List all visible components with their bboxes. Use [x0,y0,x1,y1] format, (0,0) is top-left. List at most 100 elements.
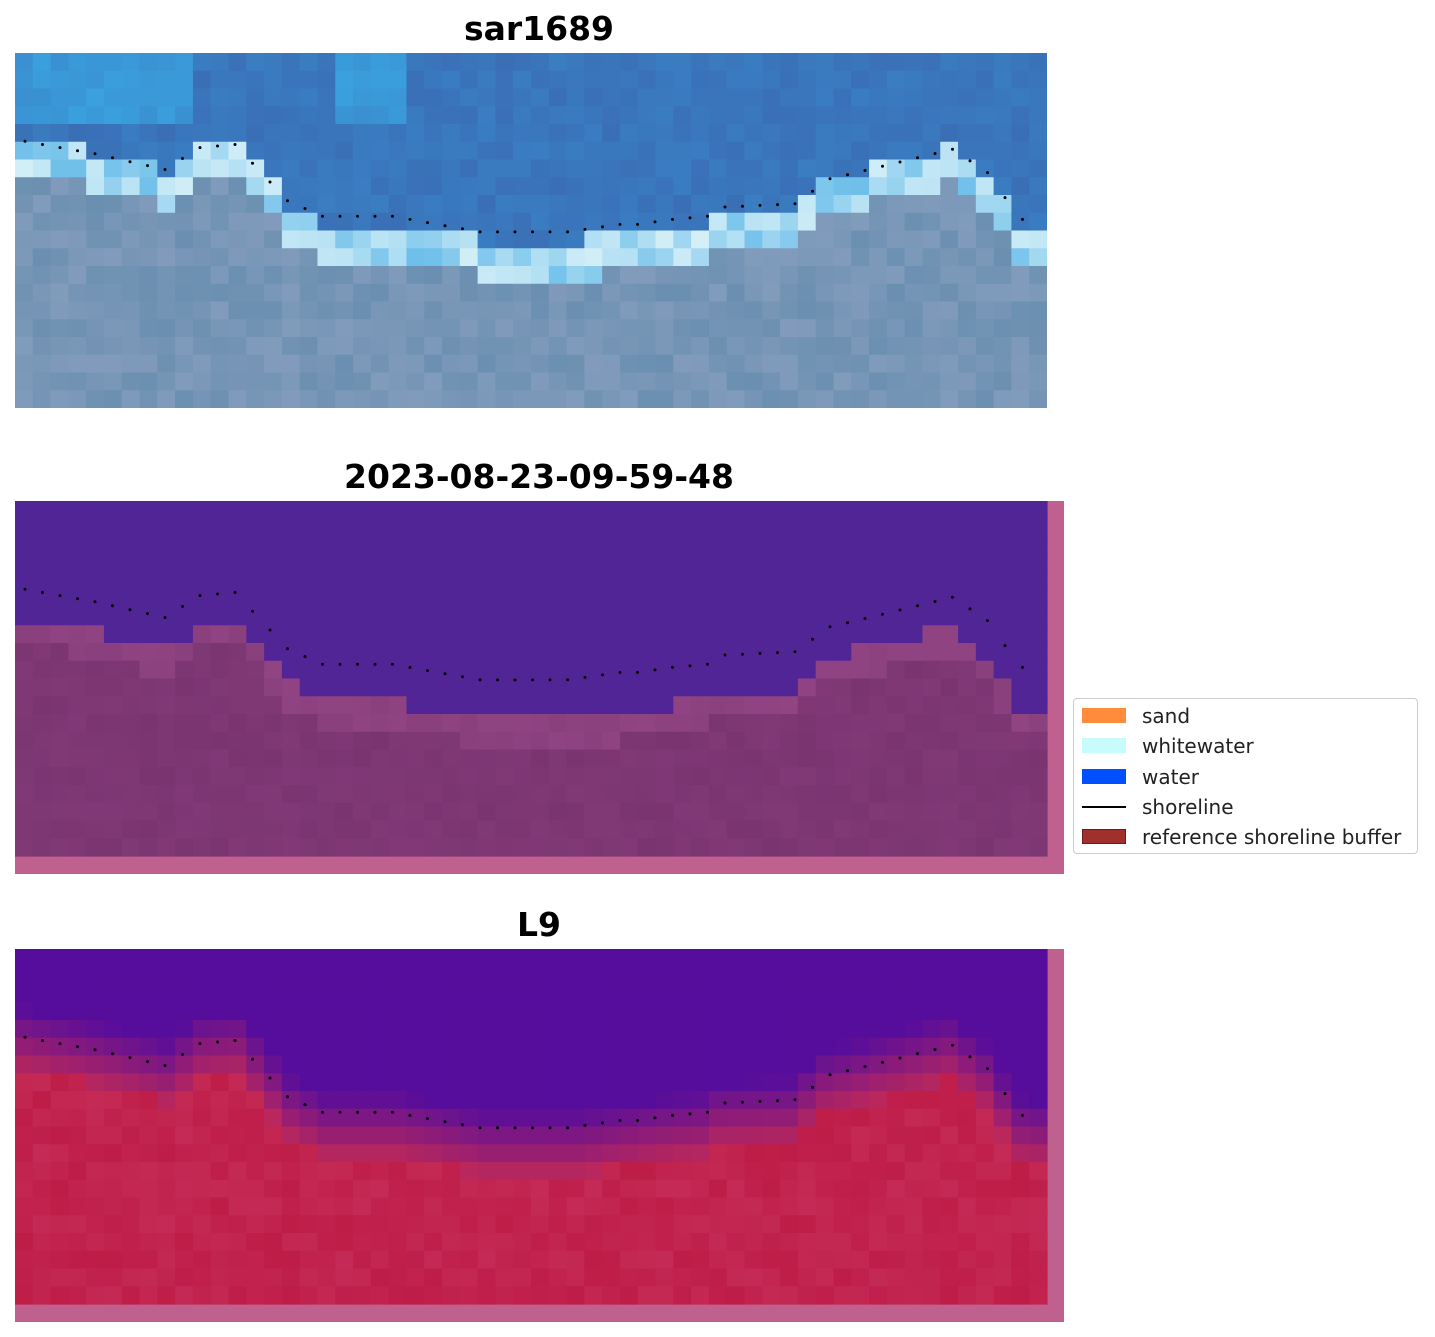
class-pixel [228,714,247,733]
class-pixel [264,501,283,520]
class-pixel [50,820,69,839]
image-pixel [317,106,336,125]
image-pixel [121,70,141,90]
class-pixel [797,518,817,538]
class-pixel [708,536,728,555]
image-pixel [548,70,568,90]
class-pixel [780,678,799,697]
class-pixel [744,838,763,857]
image-pixel [210,266,230,285]
prob-pixel [797,1055,817,1074]
prob-pixel [317,966,336,986]
image-pixel [584,354,603,374]
prob-pixel [833,1037,852,1057]
class-pixel [281,838,301,857]
class-pixel [121,607,141,626]
prob-pixel [673,1144,692,1163]
image-pixel [139,301,158,320]
image-pixel [1029,266,1047,285]
shoreline-point [618,222,622,226]
class-pixel [424,589,443,609]
image-pixel [281,141,301,161]
image-pixel [780,372,799,391]
prob-pixel [602,1233,621,1252]
prob-pixel [904,949,924,968]
class-pixel [335,696,354,715]
class-pixel [388,802,408,822]
shoreline-point [951,1043,954,1047]
class-pixel [975,785,995,804]
prob-pixel [833,1055,852,1074]
class-pixel [139,767,158,786]
class-pixel [192,518,212,538]
class-pixel [264,660,283,680]
image-pixel [32,141,52,161]
prob-pixel [637,1162,657,1181]
prob-pixel [904,1286,924,1305]
image-pixel [958,390,977,408]
class-pixel [424,554,443,573]
class-pixel [673,785,692,804]
shoreline-point [111,604,114,608]
class-pixel [726,731,746,751]
class-pixel [619,589,639,609]
prob-pixel [157,1073,176,1092]
class-pixel [531,802,550,822]
prob-pixel [139,1233,158,1252]
image-pixel [869,88,888,107]
image-pixel [637,106,657,125]
class-pixel [691,820,710,839]
prob-pixel [904,966,924,986]
prob-pixel [762,1197,781,1216]
image-pixel [210,283,230,303]
prob-pixel [602,1162,621,1181]
image-pixel [32,354,52,374]
image-pixel [869,70,888,90]
class-pixel [459,607,479,626]
shoreline-point [933,600,937,603]
image-pixel [1011,230,1030,249]
prob-pixel [246,1002,265,1021]
image-pixel [780,230,799,249]
class-pixel [459,767,479,786]
image-pixel [495,70,514,90]
class-pixel [637,731,657,751]
prob-pixel [904,1108,924,1128]
prob-pixel [50,1037,69,1057]
class-pixel [442,838,461,857]
class-pixel [602,714,621,733]
class-pixel [958,554,977,573]
prob-pixel [157,1002,176,1021]
image-pixel [459,53,479,72]
prob-pixel [922,1037,941,1057]
prob-pixel [1011,1162,1030,1181]
class-pixel [531,767,550,786]
image-pixel [513,212,532,232]
image-pixel [513,390,532,408]
prob-pixel [708,966,728,986]
class-pixel [246,607,265,626]
class-pixel [32,518,52,538]
class-pixel [975,554,995,573]
class-pixel [210,802,230,822]
class-pixel [958,572,977,591]
image-pixel [655,337,674,356]
shoreline-point [426,1117,429,1121]
legend-label-shoreline: shoreline [1142,795,1234,819]
class-pixel [797,589,817,609]
image-pixel [548,212,568,232]
image-pixel [975,88,995,107]
image-pixel [1029,230,1047,249]
image-pixel [762,159,781,178]
prob-pixel [353,1091,372,1110]
image-pixel [673,177,692,196]
class-pixel [922,501,941,520]
image-pixel [370,195,390,214]
prob-pixel [531,1002,550,1021]
prob-pixel [388,1179,408,1199]
shoreline-point [146,1060,149,1064]
image-pixel [264,319,283,338]
image-pixel [210,88,230,107]
image-pixel [744,301,763,320]
class-pixel [655,696,674,715]
